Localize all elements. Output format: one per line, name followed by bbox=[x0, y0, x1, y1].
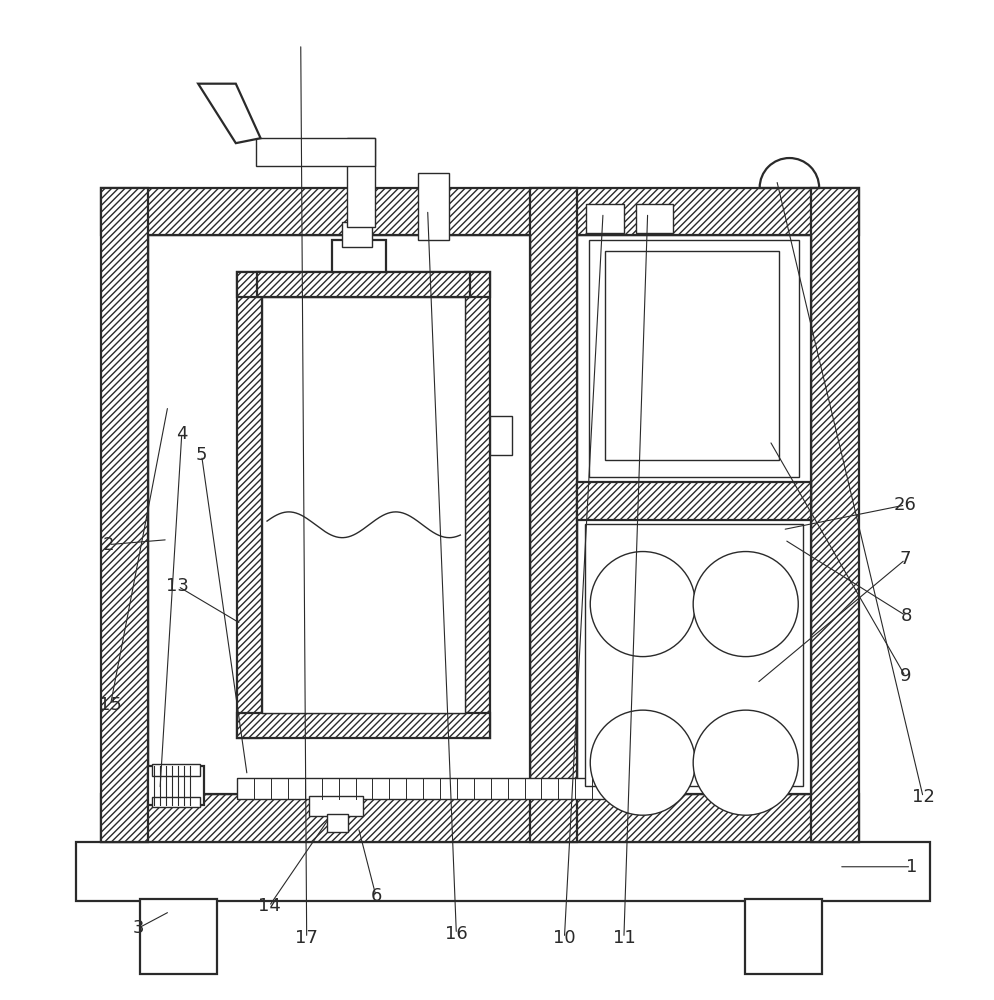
Text: 2: 2 bbox=[102, 536, 114, 554]
Bar bbox=[342, 222, 372, 247]
Text: 7: 7 bbox=[900, 550, 911, 568]
Text: 3: 3 bbox=[132, 919, 144, 937]
Text: 4: 4 bbox=[176, 425, 188, 443]
Bar bbox=[140, 899, 218, 974]
Bar bbox=[257, 272, 470, 297]
Text: 13: 13 bbox=[166, 577, 189, 595]
Bar bbox=[589, 240, 799, 477]
Bar bbox=[148, 235, 530, 794]
Bar bbox=[148, 766, 204, 805]
Bar bbox=[100, 188, 859, 235]
Bar bbox=[152, 764, 200, 776]
Text: 26: 26 bbox=[894, 496, 916, 514]
Bar bbox=[811, 188, 859, 842]
Bar bbox=[347, 138, 375, 227]
Bar bbox=[465, 272, 490, 738]
Text: 16: 16 bbox=[445, 925, 468, 943]
Text: 12: 12 bbox=[911, 788, 934, 806]
Bar bbox=[100, 794, 859, 842]
Bar bbox=[100, 188, 148, 842]
Text: 8: 8 bbox=[901, 607, 912, 625]
Bar bbox=[255, 138, 375, 166]
Bar bbox=[152, 797, 200, 807]
Text: 17: 17 bbox=[295, 929, 318, 947]
Bar bbox=[76, 842, 930, 901]
Bar bbox=[326, 814, 348, 832]
Text: 1: 1 bbox=[906, 858, 917, 876]
Bar bbox=[585, 524, 803, 786]
Bar bbox=[605, 251, 779, 460]
Bar bbox=[238, 272, 262, 738]
Bar bbox=[417, 173, 449, 240]
Bar bbox=[490, 416, 512, 455]
Circle shape bbox=[693, 710, 798, 815]
Bar bbox=[309, 796, 363, 816]
Circle shape bbox=[693, 552, 798, 657]
Bar bbox=[745, 899, 822, 974]
Bar bbox=[238, 272, 490, 297]
Text: 10: 10 bbox=[553, 929, 576, 947]
Polygon shape bbox=[198, 84, 260, 143]
Bar bbox=[238, 713, 490, 738]
Text: 6: 6 bbox=[371, 887, 382, 905]
Bar bbox=[332, 240, 387, 272]
Bar bbox=[586, 204, 624, 233]
Bar bbox=[262, 297, 465, 713]
Bar bbox=[578, 482, 811, 520]
Text: 14: 14 bbox=[257, 897, 280, 915]
Bar bbox=[238, 778, 609, 799]
Text: 15: 15 bbox=[99, 696, 122, 714]
Bar bbox=[636, 204, 674, 233]
Circle shape bbox=[590, 710, 696, 815]
Bar bbox=[530, 188, 578, 842]
Bar bbox=[578, 235, 811, 794]
Text: 5: 5 bbox=[196, 446, 208, 464]
Text: 11: 11 bbox=[612, 929, 635, 947]
Text: 9: 9 bbox=[900, 667, 911, 685]
Circle shape bbox=[590, 552, 696, 657]
